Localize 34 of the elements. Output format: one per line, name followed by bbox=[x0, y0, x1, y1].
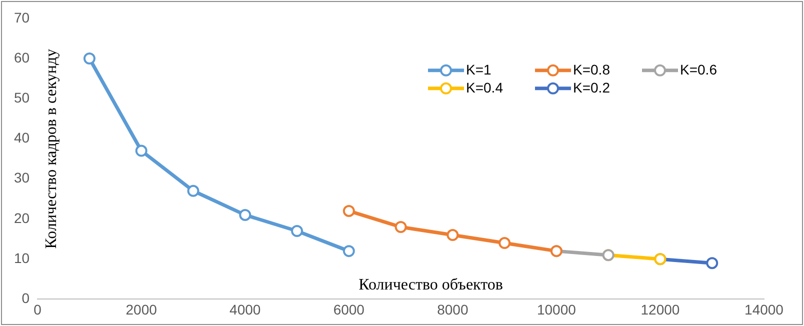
y-axis-title: Количество кадров в секунду bbox=[42, 48, 60, 249]
x-tick-label: 14000 bbox=[744, 301, 784, 318]
point bbox=[446, 229, 459, 242]
point bbox=[394, 220, 407, 233]
x-tick-label: 8000 bbox=[437, 301, 468, 318]
y-tick-label: 40 bbox=[14, 130, 30, 146]
point bbox=[342, 245, 355, 258]
point bbox=[83, 52, 96, 65]
x-tick-label: 0 bbox=[34, 301, 42, 318]
point bbox=[239, 208, 252, 221]
legend-label: K=0.8 bbox=[573, 61, 610, 78]
x-axis-title: Количество объектов bbox=[358, 276, 504, 294]
x-tick-label: 12000 bbox=[640, 301, 680, 318]
legend-label: K=1 bbox=[466, 61, 492, 78]
point bbox=[342, 204, 355, 217]
point bbox=[135, 144, 148, 157]
x-tick-label: 2000 bbox=[126, 301, 158, 318]
y-tick-label: 60 bbox=[14, 49, 30, 66]
y-tick-label: 50 bbox=[14, 89, 30, 106]
y-tick-label: 10 bbox=[14, 250, 30, 266]
point bbox=[498, 237, 511, 250]
y-tick-label: 0 bbox=[22, 290, 30, 306]
x-tick-label: 6000 bbox=[333, 301, 365, 318]
y-tick-label: 30 bbox=[14, 170, 30, 186]
legend-label: K=0.4 bbox=[466, 79, 504, 96]
x-tick-label: 10000 bbox=[536, 301, 576, 318]
x-tick-label: 4000 bbox=[230, 301, 261, 318]
legend-label: K=0.2 bbox=[573, 79, 610, 96]
point bbox=[706, 257, 718, 270]
legend-label: K=0.6 bbox=[680, 61, 718, 78]
point bbox=[291, 225, 304, 238]
point bbox=[187, 184, 200, 197]
y-tick-label: 20 bbox=[14, 210, 30, 226]
y-tick-label: 70 bbox=[14, 9, 30, 26]
